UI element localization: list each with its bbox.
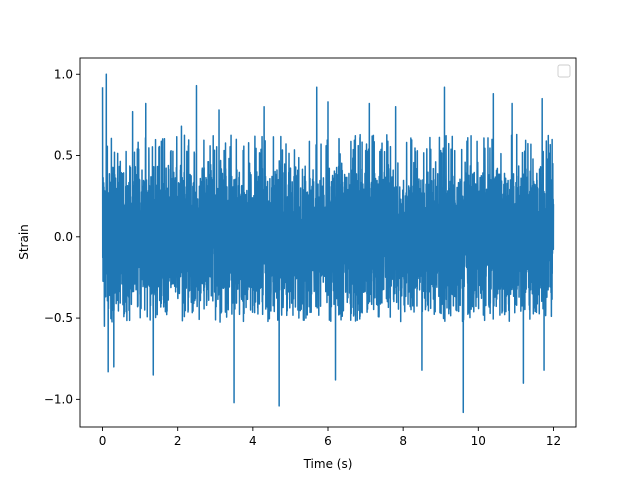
x-tick-label: 6	[324, 434, 332, 448]
x-tick-label: 8	[399, 434, 407, 448]
x-tick-label: 2	[174, 434, 182, 448]
y-tick-label: −0.5	[44, 311, 73, 325]
y-tick-label: −1.0	[44, 392, 73, 406]
series-layer	[101, 73, 555, 414]
y-axis: −1.0 −0.5 0.0 0.5 1.0	[44, 67, 80, 406]
x-axis: 0 2 4 6 8 10 12	[99, 427, 561, 448]
y-tick-label: 0.5	[54, 149, 73, 163]
x-tick-label: 10	[471, 434, 486, 448]
x-tick-label: 4	[249, 434, 257, 448]
x-axis-label: Time (s)	[303, 457, 353, 471]
x-tick-label: 0	[99, 434, 107, 448]
y-axis-label: Strain	[17, 224, 31, 260]
legend-box	[557, 64, 571, 78]
y-tick-label: 0.0	[54, 230, 73, 244]
x-tick-label: 12	[546, 434, 561, 448]
y-tick-label: 1.0	[54, 67, 73, 81]
strain-series-line	[101, 73, 555, 414]
